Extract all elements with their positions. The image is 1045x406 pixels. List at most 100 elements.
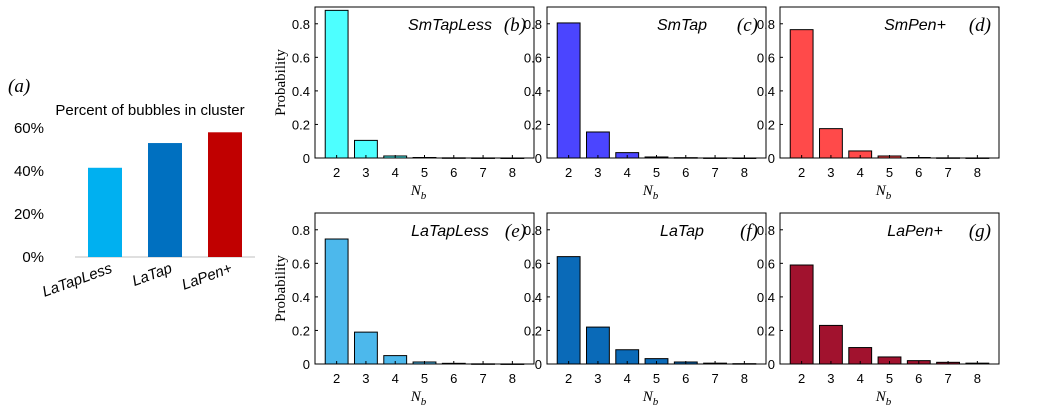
xtick-label-d: 8 (974, 165, 981, 180)
inset-label-f: LaTap (660, 223, 704, 240)
chart-d: 2 3 4 5 6 7 8 0 0.2 0.4 0.6 0.8 SmPen+ (d) Nb (757, 6, 1000, 202)
xtick-label-g: 6 (915, 371, 922, 386)
xtick-label-c: 5 (653, 165, 660, 180)
ytick-label-a: 0% (22, 249, 44, 266)
inset-label-g: LaPen+ (887, 223, 943, 240)
ytick-label-b: 0.2 (292, 117, 310, 132)
xtick-label-e: 2 (333, 371, 340, 386)
ytick-label-c: 0.2 (524, 117, 542, 132)
ytick-label-d: 0.8 (757, 17, 775, 32)
ytick-label-b: 0.6 (292, 50, 310, 65)
ytick-label-f: 0.8 (524, 223, 542, 238)
bar-f-3 (586, 326, 610, 365)
xtick-label-f: 7 (711, 371, 718, 386)
ytick-label-d: 0 (768, 151, 775, 166)
xtick-label-d: 6 (915, 165, 922, 180)
axes-frame-b (314, 6, 535, 159)
inset-label-d: SmPen+ (884, 17, 946, 34)
ytick-label-c: 0.6 (524, 50, 542, 65)
xtick-label-c: 6 (682, 165, 689, 180)
xtick-label-g: 7 (944, 371, 951, 386)
ytick-label-d: 0.2 (757, 117, 775, 132)
xtick-label-d: 5 (886, 165, 893, 180)
xtick-label-b: 3 (362, 165, 369, 180)
xtick-label-b: 5 (421, 165, 428, 180)
inset-label-c: SmTap (657, 17, 707, 34)
bar-b-2 (324, 9, 349, 159)
bar-g-2 (789, 264, 814, 365)
panel-label-e: (e) (505, 221, 526, 242)
axes-frame-f (546, 212, 767, 365)
ytick-label-g: 0 (768, 357, 775, 372)
xtick-label-b: 4 (392, 165, 399, 180)
bar-a-lapen (208, 132, 242, 257)
ytick-label-e: 0 (303, 357, 310, 372)
chart-a: (a) Percent of bubbles in cluster 0% 20% 40%… (8, 76, 255, 301)
xtick-label-f: 8 (741, 371, 748, 386)
xtick-label-g: 4 (857, 371, 864, 386)
xtick-label-g: 8 (974, 371, 981, 386)
xtick-label-b: 7 (479, 165, 486, 180)
inset-label-e: LaTapLess (411, 223, 489, 240)
x-axis-label-d: Nb (875, 183, 892, 202)
xtick-label-d: 2 (798, 165, 805, 180)
ytick-label-d: 0.6 (757, 50, 775, 65)
panel-label-d: (d) (969, 15, 991, 36)
ytick-label-d: 0.4 (757, 84, 775, 99)
chart-f: 2 3 4 5 6 7 8 0 0.2 0.4 0.6 0.8 LaTap (f) Nb (524, 212, 767, 406)
axes-frame-g (779, 212, 1000, 365)
xtick-label-b: 8 (509, 165, 516, 180)
x-axis-label-f: Nb (642, 389, 659, 406)
xtick-label-c: 8 (741, 165, 748, 180)
xtick-label-d: 4 (857, 165, 864, 180)
xtick-label-f: 3 (594, 371, 601, 386)
ytick-label-f: 0.6 (524, 256, 542, 271)
xtick-label-e: 8 (509, 371, 516, 386)
xtick-label-f: 2 (565, 371, 572, 386)
xtick-label-d: 7 (944, 165, 951, 180)
chart-c: 2 3 4 5 6 7 8 0 0.2 0.4 0.6 0.8 SmTap (c) Nb (524, 6, 767, 202)
chart-b: 2 3 4 5 6 7 8 0 0.2 0.4 0.6 0.8 SmTapLess (b) Nb Probab… (273, 6, 535, 202)
x-axis-label-b: Nb (410, 183, 427, 202)
x-axis-label-g: Nb (875, 389, 892, 406)
x-axis-label-e: Nb (410, 389, 427, 406)
panel-label-c: (c) (737, 15, 758, 36)
xtick-label-e: 3 (362, 371, 369, 386)
chart-g: 2 3 4 5 6 7 8 0 0.2 0.4 0.6 0.8 LaPen+ (g) Nb (757, 212, 1000, 406)
xtick-label-b: 2 (333, 165, 340, 180)
ytick-label-b: 0 (303, 151, 310, 166)
ytick-label-c: 0.4 (524, 84, 542, 99)
category-label-a: LaTap (130, 260, 174, 290)
bar-e-2 (324, 238, 349, 365)
ytick-label-g: 0.2 (757, 323, 775, 338)
ytick-label-g: 0.4 (757, 290, 775, 305)
inset-label-b: SmTapLess (408, 17, 492, 34)
xtick-label-e: 5 (421, 371, 428, 386)
xtick-label-f: 6 (682, 371, 689, 386)
y-axis-label-e: Probability (273, 255, 289, 322)
ytick-label-a: 20% (14, 206, 44, 223)
xtick-label-c: 7 (711, 165, 718, 180)
axes-frame-d (779, 6, 1000, 159)
bar-a-latapless (88, 167, 122, 257)
y-axis-label-b: Probability (273, 49, 289, 116)
ytick-label-e: 0.6 (292, 256, 310, 271)
bar-c-3 (586, 131, 610, 159)
xtick-label-e: 7 (479, 371, 486, 386)
xtick-label-e: 6 (450, 371, 457, 386)
ytick-label-g: 0.8 (757, 223, 775, 238)
x-axis-label-c: Nb (642, 183, 659, 202)
ytick-label-c: 0.8 (524, 17, 542, 32)
bar-g-3 (819, 324, 843, 365)
xtick-label-g: 3 (827, 371, 834, 386)
xtick-label-g: 5 (886, 371, 893, 386)
ytick-label-e: 0.2 (292, 323, 310, 338)
ytick-label-f: 0.2 (524, 323, 542, 338)
bar-a-latap (148, 143, 182, 257)
ytick-label-c: 0 (535, 151, 542, 166)
ytick-label-a: 60% (14, 120, 44, 137)
ytick-label-e: 0.4 (292, 290, 310, 305)
xtick-label-b: 6 (450, 165, 457, 180)
panel-label-a: (a) (8, 76, 30, 97)
bar-e-3 (354, 331, 378, 365)
